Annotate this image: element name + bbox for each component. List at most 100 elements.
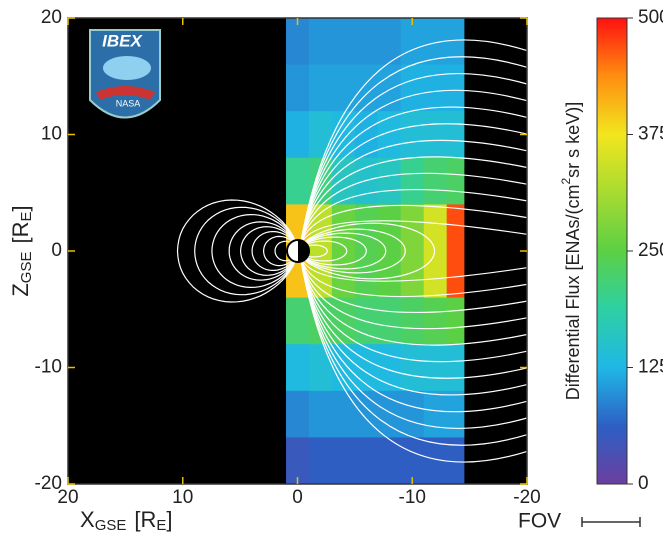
heat-cell: [423, 297, 448, 345]
field-line: [176, 199, 297, 303]
colorbar-tick-label: 375: [638, 124, 663, 145]
heat-cell: [400, 297, 425, 345]
y-tick-label: 20: [41, 7, 62, 28]
x-axis-label: XGSE [RE]: [80, 507, 173, 534]
earth-night: [298, 240, 309, 262]
heat-cell: [354, 251, 379, 299]
heat-cell: [354, 18, 379, 66]
x-tick-label: 0: [292, 487, 303, 508]
field-line: [299, 232, 387, 270]
field-line: [299, 254, 528, 463]
heat-cell: [423, 204, 448, 252]
heat-cell: [377, 437, 402, 485]
heat-cell: [446, 157, 465, 205]
y-axis-label: ZGSE [RE]: [8, 205, 35, 296]
heat-cell: [308, 111, 333, 159]
logo-flag: [96, 86, 155, 100]
field-line: [262, 235, 298, 267]
heat-cell: [331, 390, 356, 438]
colorbar-label-sup: 2: [559, 177, 573, 184]
heat-cell: [308, 390, 333, 438]
heat-cell: [423, 111, 448, 159]
y-label-unit: [R: [8, 222, 33, 244]
colorbar: [596, 17, 628, 485]
field-line: [299, 228, 406, 274]
y-tick-label: -20: [35, 473, 62, 494]
y-tick-label: 0: [51, 240, 62, 261]
heat-cell: [423, 251, 448, 299]
heat-cell: [286, 344, 310, 392]
field-line: [299, 172, 528, 248]
heat-cell: [423, 344, 448, 392]
field-line: [299, 254, 528, 330]
field-line: [299, 39, 528, 248]
field-line: [299, 254, 528, 298]
heat-cell: [400, 64, 425, 112]
heat-cell: [446, 18, 465, 66]
heat-cell: [446, 390, 465, 438]
colorbar-tick-label: 250: [638, 240, 663, 261]
field-line: [299, 254, 528, 413]
field-line: [299, 89, 528, 248]
y-label-unit-sub: E: [18, 211, 35, 221]
field-line: [299, 106, 528, 248]
heat-cell: [286, 157, 310, 205]
heat-cell: [446, 64, 465, 112]
heat-cell: [354, 64, 379, 112]
heat-cell: [400, 251, 425, 299]
heat-cell: [446, 111, 465, 159]
heat-cell: [377, 390, 402, 438]
heat-cell: [308, 64, 333, 112]
heat-cell: [400, 111, 425, 159]
fov-scale: [581, 517, 641, 527]
heat-cell: [286, 390, 310, 438]
field-line: [298, 240, 348, 262]
axes: 20 10 0 -10 -20 -20 -10 0 10 20: [35, 7, 541, 508]
x-label-unit-sub: E: [156, 517, 166, 534]
heat-cell: [400, 18, 425, 66]
y-label-close: ]: [8, 205, 33, 211]
heat-cell: [286, 437, 310, 485]
heat-cell: [286, 64, 310, 112]
heat-cell: [377, 64, 402, 112]
y-tick-label: -10: [35, 357, 62, 378]
heat-cell: [354, 390, 379, 438]
colorbar-tick-label: 0: [638, 473, 649, 494]
heat-cell: [377, 111, 402, 159]
y-label-main: Z: [8, 283, 33, 296]
x-tick-label: -10: [399, 487, 426, 508]
heat-cell: [446, 344, 465, 392]
earth: [286, 239, 310, 263]
field-line: [251, 231, 298, 271]
field-line: [299, 72, 528, 248]
heat-cell: [286, 18, 310, 66]
heat-cell: [308, 437, 333, 485]
heat-cell: [331, 157, 356, 205]
field-line: [299, 254, 528, 396]
x-label-sub: GSE: [95, 517, 127, 534]
logo: IBEX NASA: [89, 29, 161, 119]
heat-cell: [331, 204, 356, 252]
logo-mission: IBEX: [102, 31, 143, 50]
heat-cell: [446, 251, 465, 299]
x-tick-label: 10: [172, 487, 193, 508]
field-line: [299, 254, 528, 379]
heat-cell: [446, 437, 465, 485]
field-line: [299, 204, 528, 248]
x-tick-label: 20: [57, 487, 78, 508]
field-line: [299, 254, 528, 446]
field-line: [211, 213, 297, 289]
x-tick-label: -20: [513, 487, 540, 508]
field-line: [299, 254, 528, 363]
heat-cell: [377, 344, 402, 392]
field-line: [300, 222, 436, 280]
logo-agency: NASA: [116, 98, 141, 108]
heat-cell: [286, 111, 310, 159]
colorbar-tick-label: 125: [638, 357, 663, 378]
heat-cell: [400, 204, 425, 252]
field-lines: [176, 39, 528, 463]
heat-cell: [423, 390, 448, 438]
heat-cell: [423, 157, 448, 205]
heat-cell: [377, 18, 402, 66]
heat-cell: [354, 437, 379, 485]
